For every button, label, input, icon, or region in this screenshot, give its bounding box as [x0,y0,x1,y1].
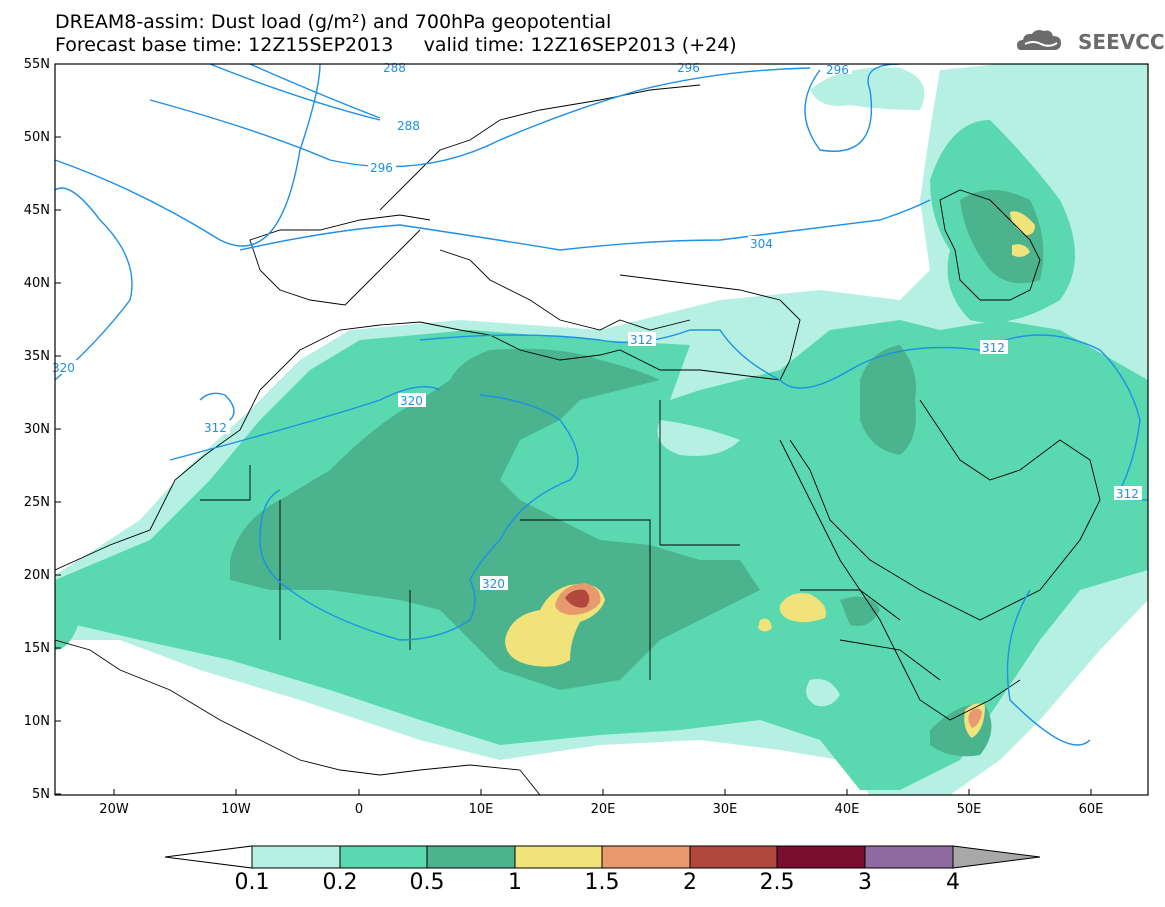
colorbar-label: 2 [683,870,697,895]
contour-label: 320 [482,577,505,591]
lat-label: 30N [23,422,50,437]
colorbar-label: 0.5 [409,870,445,895]
colorbar [164,845,1041,869]
dust-region-2 [565,589,590,608]
contour-label: 312 [982,341,1005,355]
lon-label: 20E [590,802,616,817]
chart-title: DREAM8-assim: Dust load (g/m²) and 700hP… [55,11,612,33]
forecast-time: Forecast base time: 12Z15SEP2013 valid t… [55,34,737,56]
colorbar-label: 1 [508,870,522,895]
lat-label: 40N [23,276,50,291]
lon-label: 10E [468,802,494,817]
contour-labels: 288 296 296 288 296 304 312 312 312 312 … [52,61,1142,591]
lon-label: 50E [956,802,982,817]
lon-label: 60E [1078,802,1104,817]
dust-region-1 [1010,211,1035,236]
colorbar-label: 1.5 [584,870,620,895]
lat-label: 5N [32,787,50,802]
dust-region-0.5 [860,345,916,455]
contour-label: 312 [630,333,653,347]
dust-region-0.2 [55,597,80,650]
contour-label: 296 [826,63,849,77]
coastlines [55,84,1101,795]
contour-label: 296 [677,61,700,75]
contour-label: 288 [383,61,406,75]
lat-label: 10N [23,714,50,729]
axis-ticks [55,63,1092,795]
lat-label: 55N [23,57,50,72]
lon-label: 20W [99,802,129,817]
dust-region-1 [758,618,772,632]
lat-label: 50N [23,130,50,145]
colorbar-label: 0.1 [234,870,270,895]
lon-label: 40E [834,802,860,817]
lat-label: 15N [23,641,50,656]
geopotential-contours [55,64,1148,746]
contour-label: 320 [400,394,423,408]
lon-label: 0 [354,802,364,817]
logo-text: SEEVCCC [1078,30,1165,54]
cloud-icon [1017,30,1061,50]
lat-label: 20N [23,568,50,583]
contour-label: 320 [52,361,75,375]
dust-region-1 [779,593,826,623]
lat-label: 45N [23,203,50,218]
lon-label: 10W [221,802,251,817]
lat-label: 35N [23,349,50,364]
colorbar-label: 0.2 [322,870,358,895]
contour-label: 304 [750,237,773,251]
dust-region-0.5 [840,596,880,626]
dust-region-1 [1012,244,1030,257]
dust-region-0.5 [230,348,760,690]
dust-region-0.1 [810,67,925,110]
dust-region-0.5 [960,190,1044,284]
contour-label: 296 [370,161,393,175]
colorbar-label: 4 [946,870,960,895]
colorbar-label: 2.5 [759,870,795,895]
dust-region-1.5 [968,708,982,728]
lat-label: 25N [23,495,50,510]
colorbar-label: 3 [858,870,872,895]
contour-label: 312 [204,421,227,435]
lon-label: 30E [712,802,738,817]
contour-label: 288 [397,119,420,133]
contour-label: 312 [1116,487,1139,501]
